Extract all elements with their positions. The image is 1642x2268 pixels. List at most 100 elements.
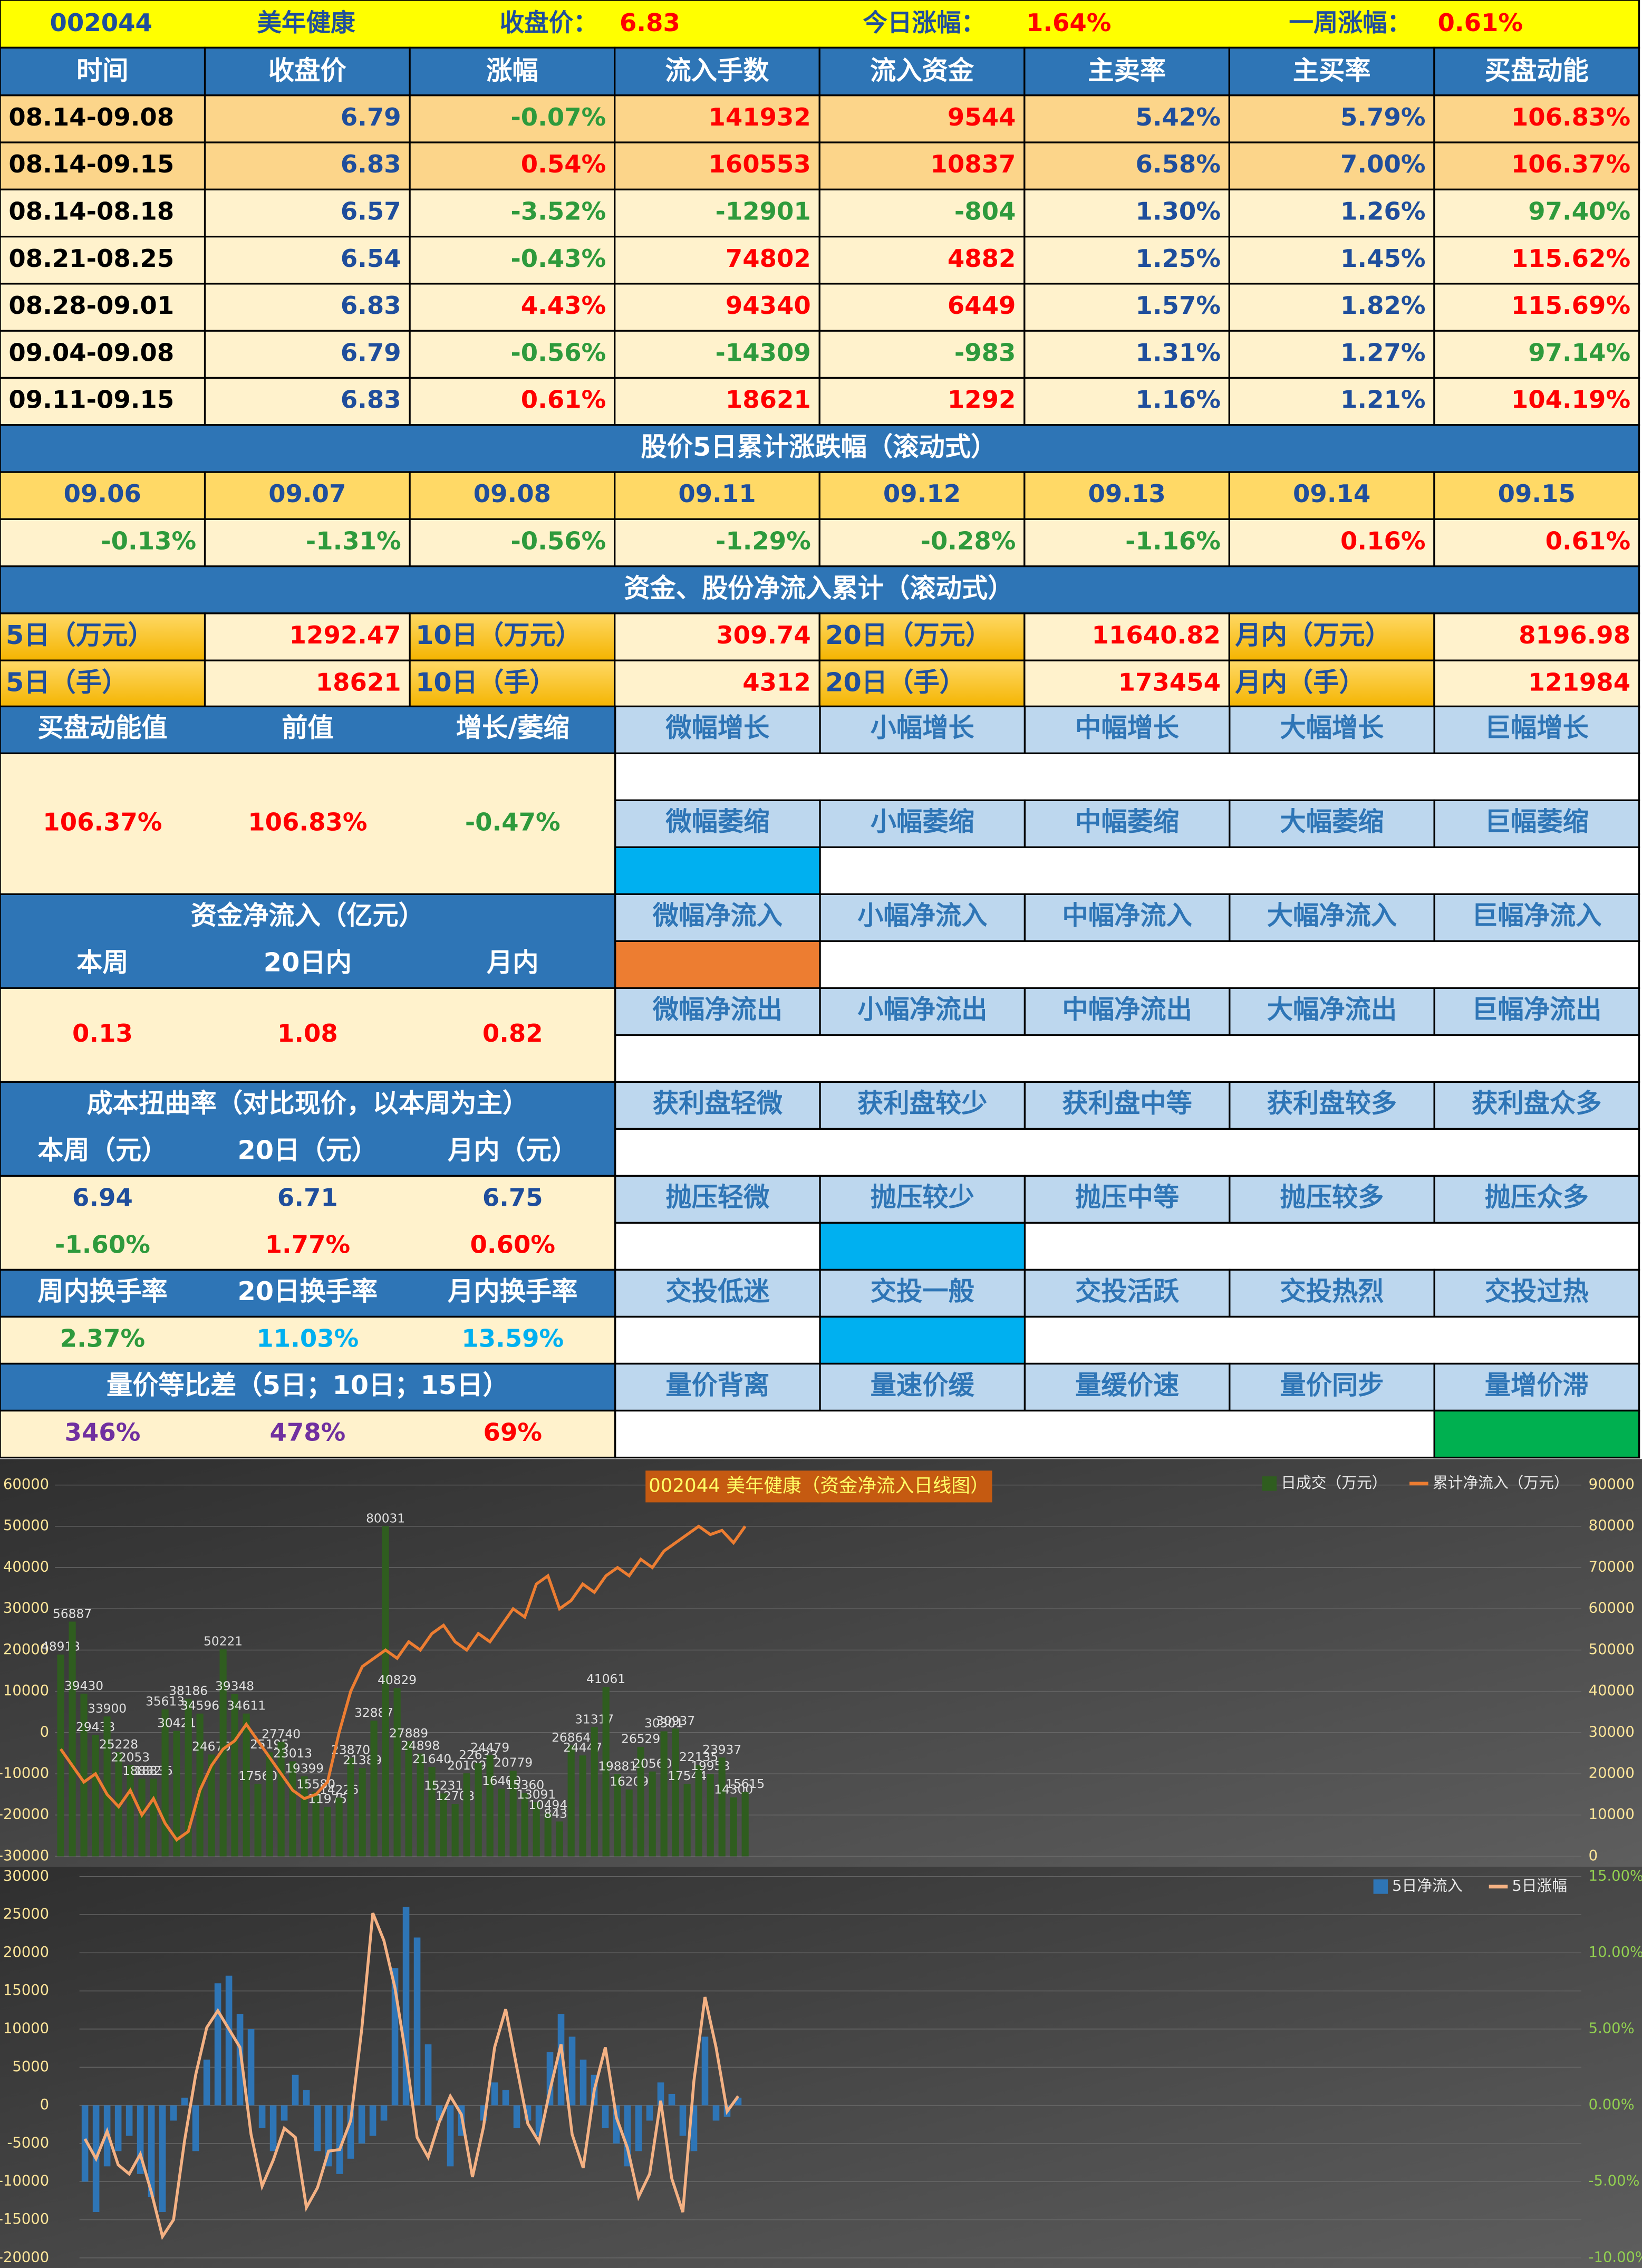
- y2-tick-label: 10.00%: [1589, 1944, 1642, 1961]
- period: 09.11-09.15: [8, 386, 174, 414]
- y2-tick-label: 0: [1589, 1848, 1598, 1864]
- table-value: 18621: [726, 386, 811, 414]
- cumulative-value: 4312: [742, 668, 811, 696]
- bar: [660, 1731, 668, 1857]
- signal-label: 抛压众多: [1485, 1182, 1589, 1213]
- y-tick-label: -20000: [0, 1806, 49, 1823]
- table-cell: [614, 141, 820, 190]
- column-header: 流入手数: [665, 55, 769, 85]
- data-label: 20779: [494, 1756, 533, 1770]
- y-tick-label: -5000: [7, 2135, 50, 2151]
- y2-tick-label: 80000: [1589, 1517, 1635, 1534]
- date: 09.07: [268, 479, 346, 508]
- y2-tick-label: 10000: [1589, 1806, 1635, 1823]
- date: 09.13: [1088, 479, 1165, 508]
- header-close: 6.83: [620, 8, 680, 37]
- signal-label-cell: [1433, 1362, 1640, 1412]
- table-cell: [818, 94, 1026, 143]
- section-title-cell: [0, 424, 1640, 473]
- bar: [127, 1765, 134, 1857]
- table-value: 74802: [726, 244, 811, 273]
- bar: [370, 1721, 378, 1857]
- cumulative-value: 11640.82: [1092, 621, 1221, 649]
- bar: [557, 2014, 565, 2106]
- data-label: 56887: [53, 1607, 92, 1621]
- data-label: 10494: [528, 1798, 567, 1812]
- bar: [602, 2105, 609, 2128]
- y-tick-label: -30000: [0, 1848, 49, 1864]
- data-label: 25228: [99, 1737, 138, 1752]
- table-cell: [1023, 283, 1231, 332]
- bar: [303, 2090, 310, 2106]
- table-cell: [1433, 141, 1640, 190]
- signal-label-cell: [1433, 893, 1640, 943]
- signal-label-cell: [1023, 1081, 1231, 1130]
- y-tick-label: 30000: [3, 1600, 49, 1617]
- bar: [579, 2059, 587, 2106]
- table-value: 5.79%: [1340, 103, 1425, 131]
- data-label: 22135: [679, 1750, 718, 1764]
- panel-body: [0, 1175, 616, 1271]
- table-value: 0.61%: [521, 386, 606, 414]
- signal-label-cell: [1023, 893, 1231, 943]
- data-label: 39348: [215, 1679, 254, 1693]
- table-cell: [204, 94, 411, 143]
- y-tick-label: 0: [40, 1724, 49, 1740]
- signal-label: 中幅净流入: [1062, 900, 1192, 931]
- table-value: 1.26%: [1340, 197, 1425, 225]
- cumulative-label-cell: [818, 659, 1026, 709]
- table-value: 97.14%: [1528, 338, 1630, 367]
- table-value: 1.25%: [1135, 244, 1220, 273]
- panel-header: [0, 893, 616, 989]
- signal-label-cell: [614, 1175, 821, 1224]
- table-value: 1.21%: [1340, 386, 1425, 414]
- table-value: -0.43%: [510, 244, 606, 273]
- data-label: 15615: [726, 1777, 765, 1791]
- bar: [208, 1754, 215, 1857]
- bar: [428, 1767, 436, 1857]
- bar: [347, 1757, 354, 1857]
- data-label: 26529: [621, 1732, 660, 1746]
- table-cell: [1023, 377, 1231, 426]
- panel-value: 346%: [65, 1418, 141, 1446]
- panel-value: 6.94: [72, 1183, 133, 1212]
- cumulative-value-cell: [1433, 659, 1640, 709]
- table-cell: [1228, 94, 1435, 143]
- signal-label-cell: [1433, 705, 1640, 754]
- bar: [544, 1813, 552, 1857]
- table-value: 160553: [709, 150, 811, 178]
- signal-label-cell: [1023, 1362, 1231, 1412]
- signal-label: 微幅净流入: [652, 900, 783, 931]
- bar: [646, 2105, 653, 2121]
- date: 09.11: [678, 479, 756, 508]
- signal-row: [614, 1222, 1640, 1271]
- header-today: 1.64%: [1026, 8, 1111, 37]
- bar: [730, 1797, 737, 1857]
- signal-label: 量速价缓: [871, 1370, 975, 1400]
- bar: [196, 1713, 204, 1857]
- signal-label: 抛压轻微: [665, 1182, 770, 1213]
- bar: [114, 2105, 122, 2151]
- bar: [679, 2105, 687, 2136]
- signal-label-cell: [1023, 799, 1231, 848]
- bar: [312, 1792, 320, 1857]
- panel-header: [0, 705, 616, 754]
- table-value: 1.16%: [1135, 386, 1220, 414]
- bar: [614, 1774, 621, 1857]
- signal-label: 微幅净流出: [652, 994, 783, 1025]
- table-value: 0.54%: [521, 150, 606, 178]
- rolling-value: 0.61%: [1546, 526, 1630, 555]
- bar: [81, 2105, 89, 2182]
- table-cell: [818, 330, 1026, 379]
- bar: [591, 1727, 598, 1857]
- y-tick-label: -10000: [0, 2173, 49, 2189]
- date-cell: [409, 471, 616, 520]
- date: 09.06: [64, 479, 141, 508]
- signal-label: 大幅增长: [1280, 713, 1384, 743]
- table-cell: [1023, 235, 1231, 285]
- bar: [475, 1763, 482, 1857]
- bar: [568, 2036, 576, 2106]
- table-cell: [409, 330, 616, 379]
- y-tick-label: 40000: [3, 1559, 49, 1575]
- table-value: -804: [954, 197, 1016, 225]
